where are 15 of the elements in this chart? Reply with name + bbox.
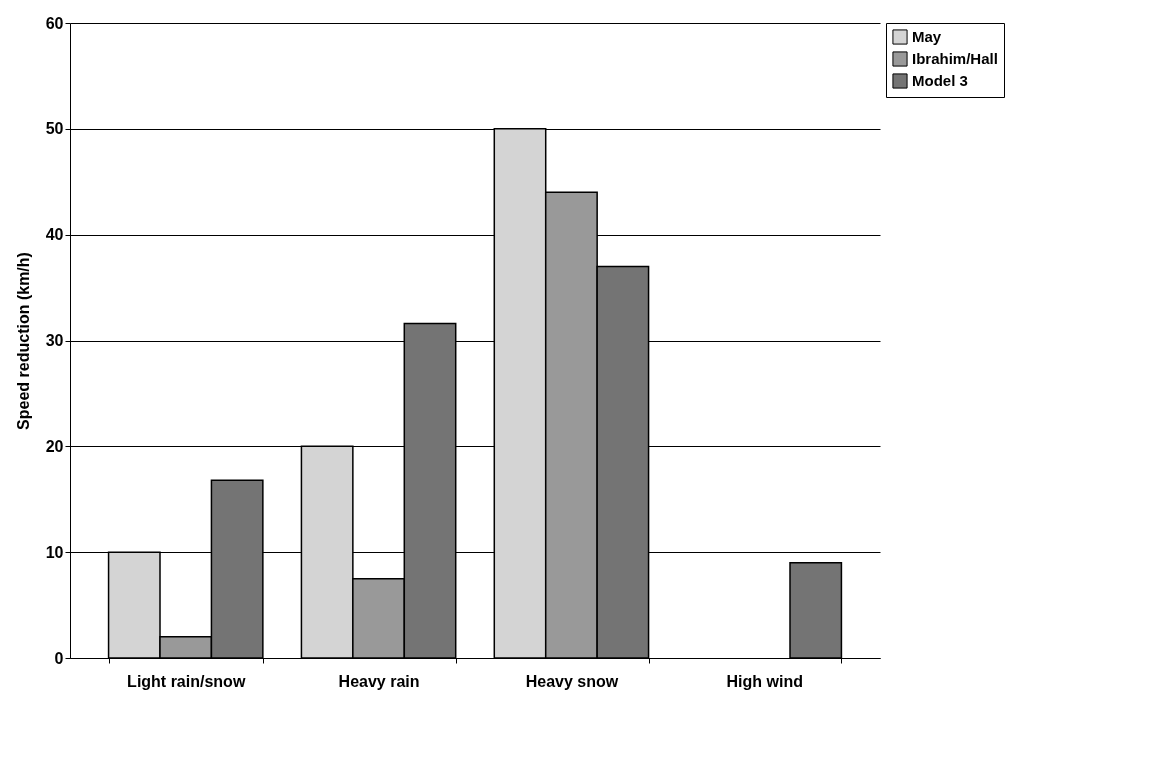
y-tick-label: 60 xyxy=(45,14,64,32)
y-tick-label: 20 xyxy=(45,437,64,455)
x-tick-label: Light rain/snow xyxy=(127,672,246,690)
x-tick-label: Heavy snow xyxy=(525,672,619,690)
x-tick-label: Heavy rain xyxy=(338,672,420,690)
x-tick-label: High wind xyxy=(726,672,803,690)
y-axis-title: Speed reduction (km/h) xyxy=(14,252,32,430)
y-tick-label: 40 xyxy=(45,226,64,244)
legend-label: Model 3 xyxy=(912,72,968,89)
legend-label: Ibrahim/Hall xyxy=(912,50,998,67)
y-tick-label: 30 xyxy=(45,332,64,349)
y-tick-label: 50 xyxy=(45,120,64,138)
legend-label: May xyxy=(912,28,942,45)
y-tick-label: 0 xyxy=(54,649,64,667)
y-tick-label: 10 xyxy=(45,543,64,561)
